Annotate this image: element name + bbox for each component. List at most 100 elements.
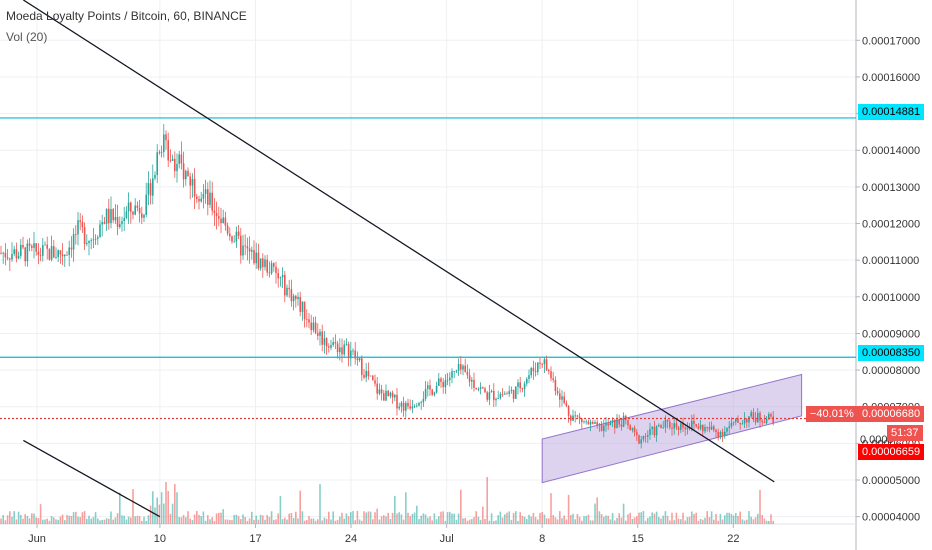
candle-body: [138, 207, 141, 214]
volume-bar: [486, 477, 488, 524]
volume-bar: [319, 484, 321, 524]
volume-bar: [506, 512, 508, 524]
volume-bar: [75, 511, 77, 524]
candle-body: [242, 245, 244, 256]
candle-body: [339, 347, 341, 353]
volume-bar: [697, 520, 700, 524]
volume-bar: [77, 516, 79, 524]
volume-indicator-label[interactable]: Vol (20): [6, 30, 48, 44]
volume-bar: [532, 512, 535, 524]
candle-body: [680, 423, 682, 430]
volume-bar: [365, 512, 367, 524]
trend-lines[interactable]: [22, 0, 775, 518]
volume-bar: [433, 513, 436, 524]
candle-body: [39, 255, 42, 256]
candle-body: [343, 344, 345, 355]
candle-body: [61, 254, 64, 257]
volume-bar: [9, 511, 11, 524]
candle-body: [499, 394, 502, 399]
candle-body: [147, 183, 150, 195]
volume-bar: [156, 497, 158, 524]
volume-bar: [741, 519, 744, 524]
volume-bar: [152, 491, 154, 524]
candle-body: [292, 295, 295, 302]
volume-bar: [299, 490, 301, 524]
volume-bar: [66, 514, 68, 524]
candle-body: [365, 370, 367, 378]
volume-bar: [28, 518, 31, 524]
candle-body: [336, 343, 339, 353]
candle-body: [53, 246, 55, 258]
volume-bar: [684, 520, 686, 524]
candle-body: [442, 381, 444, 388]
candle-body: [281, 274, 284, 278]
candle-body: [288, 287, 290, 290]
candle-body: [200, 198, 202, 202]
volume-bar: [125, 519, 128, 524]
volume-bar: [649, 516, 651, 524]
volume-bar: [405, 492, 407, 524]
volume-bar: [147, 515, 150, 524]
volume-bar: [658, 516, 660, 524]
candle-body: [369, 375, 372, 377]
volume-bar: [92, 517, 95, 524]
volume-bar: [297, 518, 299, 524]
candle-body: [521, 388, 524, 390]
volume-bar: [497, 515, 499, 524]
volume-bar: [35, 517, 37, 524]
candle-body: [649, 428, 651, 435]
candle-body: [310, 322, 312, 331]
candle-body: [574, 415, 576, 417]
price-tick-label: 0.00004000: [862, 512, 920, 524]
candle-body: [158, 152, 161, 154]
candle-body: [26, 243, 29, 262]
candle-body: [244, 245, 246, 247]
candle-body: [389, 392, 392, 397]
candle-body: [356, 358, 359, 360]
resistance-high-tag: 0.00014881: [858, 104, 925, 120]
horizontal-lines[interactable]: [0, 117, 856, 420]
candle-body: [512, 389, 515, 399]
volume-bar: [44, 519, 46, 524]
volume-bar: [726, 512, 728, 524]
candle-body: [475, 387, 477, 390]
candle-body: [587, 421, 590, 425]
candle-body: [567, 405, 570, 416]
volume-bar: [270, 511, 273, 524]
candle-body: [763, 422, 766, 424]
volume-bar: [64, 520, 66, 524]
volume-bar: [754, 517, 757, 524]
volume-bar: [138, 516, 141, 524]
candle-body: [374, 380, 376, 384]
volume-bar: [647, 517, 649, 524]
candle-body: [251, 250, 253, 252]
candle-body: [37, 251, 40, 256]
candle-body: [719, 432, 722, 438]
volume-bar: [413, 512, 416, 524]
volume-bar: [176, 492, 178, 524]
volume-bar: [314, 520, 317, 524]
candle-body: [358, 358, 361, 360]
volume-bar: [713, 519, 715, 524]
volume-bar: [202, 511, 205, 524]
volume-bar: [317, 519, 319, 524]
candle-body: [451, 371, 453, 378]
volume-bar: [750, 516, 752, 524]
volume-bar: [193, 514, 196, 524]
volume-bar: [50, 516, 53, 524]
time-axis[interactable]: Jun 10 17 24 Jul 8 15 22: [28, 524, 739, 545]
volume-bar: [724, 515, 726, 524]
volume-bar: [671, 512, 673, 524]
candle-body: [92, 239, 95, 241]
candle-body: [105, 208, 108, 224]
candle-body: [108, 208, 110, 224]
candle-body: [229, 233, 231, 237]
candle-body: [427, 385, 429, 389]
candle-body: [398, 406, 400, 409]
volume-bar: [622, 503, 625, 524]
candle-body: [488, 392, 491, 400]
candle-body: [79, 220, 81, 222]
volume-bar: [11, 516, 13, 524]
volume-bar: [163, 503, 165, 524]
